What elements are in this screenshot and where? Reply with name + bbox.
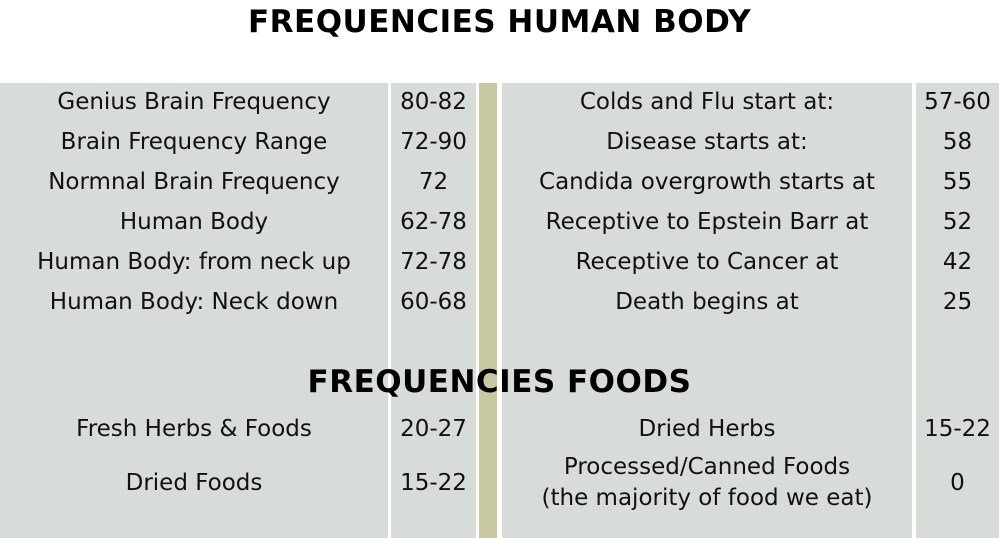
body-label: Human Body: from neck up <box>37 249 351 275</box>
food-value: 15-22 <box>400 470 467 496</box>
food-value: 20-27 <box>400 416 467 442</box>
section-title: FREQUENCIES FOODS <box>307 364 692 400</box>
body-label: Normnal Brain Frequency <box>48 169 340 195</box>
body-value: 62-78 <box>400 209 467 235</box>
food-label: Fresh Herbs & Foods <box>76 416 312 442</box>
body-value: 80-82 <box>400 89 467 115</box>
food-value: 15-22 <box>924 416 991 442</box>
condition-frequency: 52 <box>942 209 973 235</box>
condition-column <box>502 83 912 538</box>
body-label: Human Body: Neck down <box>49 289 339 315</box>
value-column <box>391 83 476 538</box>
frequency-column <box>916 83 999 538</box>
condition-frequency: 25 <box>942 289 973 315</box>
condition-frequency: 42 <box>942 249 973 275</box>
body-value: 72-78 <box>400 249 467 275</box>
body-value: 60-68 <box>400 289 467 315</box>
condition-label: Death begins at <box>615 289 799 315</box>
page-title: FREQUENCIES HUMAN BODY <box>247 4 752 40</box>
body-value: 72-90 <box>400 129 467 155</box>
condition-frequency: 55 <box>942 169 973 195</box>
condition-frequency: 57-60 <box>924 89 991 115</box>
food-label: Dried Herbs <box>638 416 776 442</box>
body-label: Brain Frequency Range <box>60 129 328 155</box>
condition-label: Candida overgrowth starts at <box>539 169 875 195</box>
condition-label: Colds and Flu start at: <box>579 89 835 115</box>
condition-frequency: 58 <box>942 129 973 155</box>
food-value: 0 <box>950 470 965 496</box>
condition-label: Receptive to Epstein Barr at <box>545 209 869 235</box>
condition-label: Receptive to Cancer at <box>575 249 839 275</box>
condition-label: Disease starts at: <box>606 129 808 155</box>
food-label: Dried Foods <box>125 470 263 496</box>
body-value: 72 <box>418 169 449 195</box>
body-label: Human Body <box>119 209 269 235</box>
body-label: Genius Brain Frequency <box>57 89 331 115</box>
divider-stripe <box>479 83 497 538</box>
label-column <box>0 83 388 538</box>
food-label-note: (the majority of food we eat) <box>541 485 873 511</box>
food-label: Processed/Canned Foods <box>563 454 851 480</box>
